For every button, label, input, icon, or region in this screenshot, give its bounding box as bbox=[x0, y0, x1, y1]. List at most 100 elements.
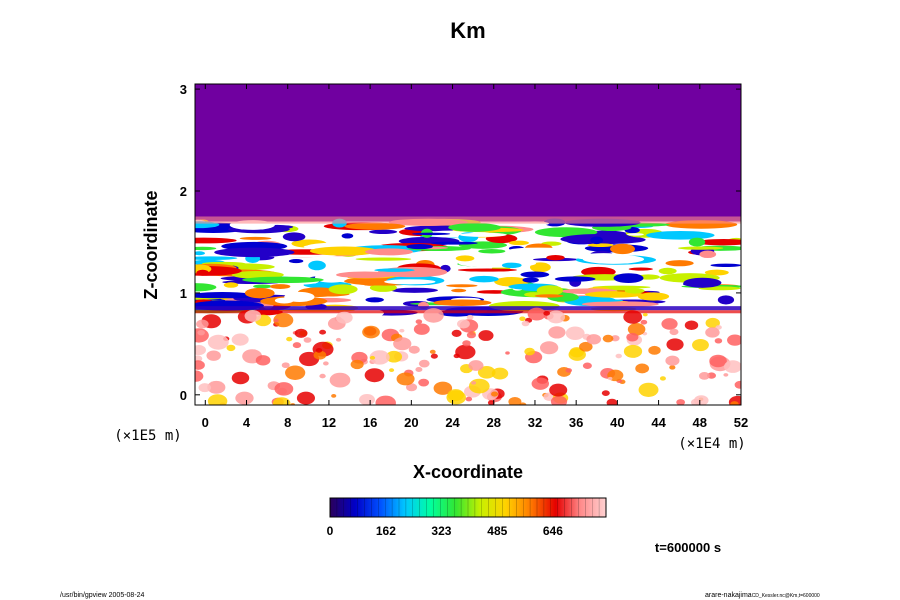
field-streak bbox=[628, 267, 653, 271]
field-blob bbox=[466, 331, 476, 339]
field-blob bbox=[393, 337, 412, 351]
field-blob bbox=[457, 319, 470, 329]
field-blob bbox=[601, 390, 610, 396]
field-streak bbox=[624, 288, 645, 294]
field-streak bbox=[195, 251, 206, 256]
field-blob bbox=[730, 401, 739, 405]
colorbar: 0 162 323 485 646 bbox=[327, 497, 607, 538]
field-blob bbox=[296, 391, 315, 405]
x-axis: 0 4 8 12 16 20 24 28 32 36 40 44 48 52 bbox=[202, 84, 748, 430]
field-streak bbox=[587, 299, 624, 302]
field-blob bbox=[405, 383, 418, 392]
field-streak bbox=[344, 222, 406, 230]
field-blob bbox=[244, 310, 262, 322]
field-blob bbox=[615, 353, 622, 359]
field-streak bbox=[637, 292, 670, 301]
field-blob bbox=[519, 402, 527, 405]
field-blob bbox=[415, 319, 423, 325]
field-blob bbox=[313, 350, 327, 360]
field-streak bbox=[430, 241, 478, 245]
field-streak bbox=[195, 237, 237, 244]
x-tick-label: 0 bbox=[202, 415, 209, 430]
field-blob bbox=[669, 328, 679, 336]
field-streak bbox=[274, 297, 294, 304]
field-blob bbox=[273, 312, 294, 328]
field-blob bbox=[539, 341, 559, 355]
field-streak bbox=[214, 247, 295, 258]
field-blob bbox=[453, 353, 460, 359]
field-blob bbox=[273, 318, 279, 323]
field-blob bbox=[274, 382, 294, 396]
footer-left: /usr/bin/gpview 2005-08-24 bbox=[60, 592, 145, 599]
colorbar-tick-label: 162 bbox=[376, 524, 396, 538]
colorbar-tick-label: 485 bbox=[487, 524, 507, 538]
lower-band-edge bbox=[195, 310, 741, 314]
field-streak bbox=[508, 240, 529, 246]
y-tick-label: 2 bbox=[180, 184, 187, 199]
footer-right: arare-nakajimaCD_Kessler.nc@Km,t=600000 bbox=[705, 592, 820, 599]
field-blob bbox=[698, 372, 710, 380]
field-blob bbox=[413, 323, 430, 335]
field-streak bbox=[520, 271, 550, 278]
turbulent-layer bbox=[195, 216, 741, 318]
field-blob bbox=[399, 328, 405, 333]
field-streak bbox=[546, 255, 565, 261]
field-blob bbox=[724, 360, 741, 373]
y-scale-note: (×1E5 m) bbox=[114, 428, 181, 444]
x-tick-label: 16 bbox=[363, 415, 377, 430]
field-streak bbox=[282, 232, 306, 242]
field-streak bbox=[683, 277, 722, 288]
field-blob bbox=[207, 380, 226, 394]
field-streak bbox=[223, 282, 239, 288]
time-label: t=600000 s bbox=[655, 540, 721, 555]
field-blob bbox=[466, 314, 474, 320]
field-blob bbox=[531, 377, 549, 390]
field-streak bbox=[242, 276, 324, 284]
field-blob bbox=[195, 360, 205, 370]
field-blob bbox=[648, 345, 661, 355]
field-blob bbox=[231, 371, 250, 385]
x-tick-label: 40 bbox=[610, 415, 624, 430]
field-blob bbox=[359, 394, 375, 405]
field-streak bbox=[710, 263, 741, 267]
field-blob bbox=[524, 347, 535, 356]
field-blob bbox=[623, 344, 643, 358]
field-blob bbox=[521, 320, 530, 327]
y-axis-label: Z-coordinate bbox=[141, 190, 161, 299]
field-blob bbox=[468, 360, 484, 371]
field-blob bbox=[709, 354, 727, 368]
field-blob bbox=[508, 397, 522, 405]
field-blob bbox=[579, 341, 593, 352]
field-blob bbox=[519, 316, 526, 321]
field-blob bbox=[415, 367, 423, 373]
field-blob bbox=[665, 355, 680, 366]
field-blob bbox=[693, 395, 709, 405]
field-streak bbox=[328, 284, 358, 295]
field-blob bbox=[418, 378, 430, 387]
field-blob bbox=[388, 368, 395, 372]
field-blob bbox=[626, 332, 639, 342]
y-tick-label: 3 bbox=[180, 82, 187, 97]
field-blob bbox=[294, 328, 308, 338]
field-blob bbox=[638, 382, 659, 397]
field-blob bbox=[335, 337, 342, 342]
colorbar-tick-label: 646 bbox=[543, 524, 563, 538]
field-streak bbox=[368, 229, 398, 235]
field-streak bbox=[412, 232, 451, 236]
field-blob bbox=[396, 372, 415, 386]
field-blob bbox=[565, 326, 585, 340]
field-blob bbox=[505, 351, 510, 355]
field-blob bbox=[468, 378, 490, 394]
field-streak bbox=[384, 279, 436, 285]
field-blob bbox=[549, 383, 568, 397]
field-blob bbox=[255, 355, 271, 366]
field-streak bbox=[416, 254, 454, 262]
field-streak bbox=[590, 236, 604, 245]
field-blob bbox=[408, 345, 420, 354]
field-blob bbox=[635, 363, 650, 374]
field-blob bbox=[692, 339, 709, 352]
field-streak bbox=[646, 230, 715, 240]
field-blob bbox=[487, 400, 495, 405]
field-blob bbox=[369, 355, 376, 360]
